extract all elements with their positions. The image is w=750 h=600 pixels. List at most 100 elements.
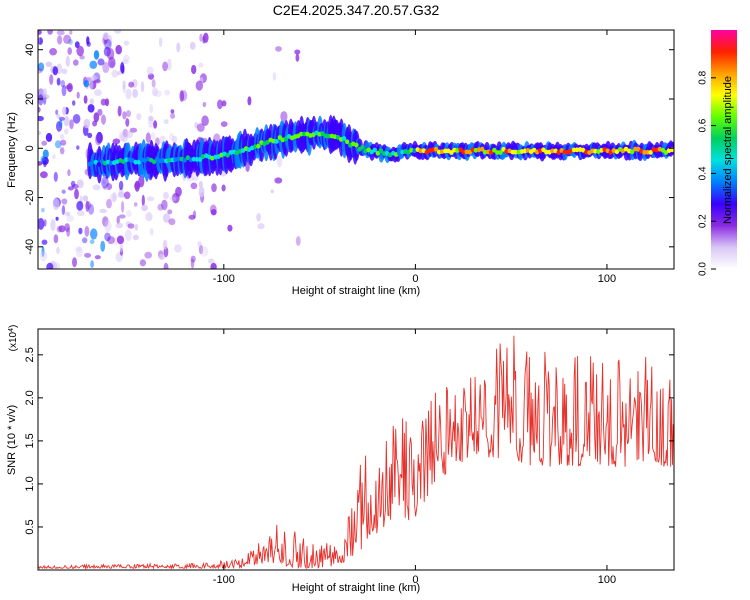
heatmap-ridge-cell (299, 131, 304, 137)
heatmap-speckle (116, 216, 120, 225)
heatmap-speckle (41, 207, 45, 213)
heatmap-speckle (188, 214, 196, 220)
heatmap-speckle (100, 240, 106, 252)
heatmap-speckle (127, 223, 135, 229)
heatmap-speckle (190, 255, 196, 263)
heatmap-speckle (217, 99, 223, 110)
heatmap-speckle (147, 73, 155, 80)
heatmap-speckle (49, 74, 54, 85)
heatmap-speckle (116, 70, 122, 76)
y-tick-label: 2.5 (24, 347, 36, 362)
heatmap-speckle (93, 50, 100, 60)
heatmap-speckle (118, 180, 124, 191)
heatmap-speckle (295, 53, 300, 62)
heatmap-speckle (38, 37, 43, 45)
heatmap-speckle (54, 140, 62, 149)
heatmap-speckle (77, 210, 85, 216)
heatmap-ridge-cell (492, 147, 497, 153)
heatmap-speckle (111, 69, 119, 78)
heatmap-speckle (128, 81, 135, 88)
heatmap-speckle (146, 196, 155, 202)
y-tick-label: 2.0 (24, 390, 36, 405)
heatmap-speckle (38, 115, 44, 122)
heatmap-speckle (280, 111, 288, 122)
heatmap-speckle (38, 88, 45, 99)
heatmap-speckle (190, 258, 195, 269)
heatmap-speckle (45, 61, 53, 67)
heatmap-speckle (125, 118, 130, 127)
heatmap-ridge-cell (360, 144, 365, 150)
heatmap-speckle (87, 132, 93, 138)
y-tick-label: 0.5 (24, 519, 36, 534)
heatmap-ridge-cell (96, 162, 102, 167)
heatmap-speckle (118, 131, 126, 142)
snr-y-multiplier: (x104) (8, 325, 20, 352)
heatmap-ridge-cell (283, 136, 289, 142)
heatmap-speckle (68, 38, 73, 45)
heatmap-speckle (38, 30, 42, 35)
heatmap-speckle (58, 225, 66, 233)
heatmap-ridge-cell (326, 133, 331, 139)
heatmap-speckle (57, 35, 63, 45)
heatmap-speckle (150, 132, 156, 140)
heatmap-speckle (294, 49, 301, 55)
heatmap-speckle (82, 195, 89, 202)
heatmap-speckle (195, 80, 203, 91)
heatmap-speckle (189, 41, 196, 50)
heatmap-speckle (53, 234, 59, 244)
heatmap-speckle (106, 198, 112, 209)
heatmap-speckle (65, 84, 72, 90)
heatmap-speckle (117, 191, 126, 198)
x-tick-label: 0 (412, 273, 418, 285)
heatmap-speckle (148, 115, 154, 122)
heatmap-speckle (55, 216, 59, 221)
heatmap-speckle (88, 203, 95, 215)
heatmap-ridge-cell (345, 139, 350, 145)
heatmap-speckle (41, 140, 48, 146)
snr-series-line (38, 335, 674, 570)
heatmap-speckle (89, 79, 94, 91)
colorbar-tick-label: 0.0 (698, 262, 709, 276)
heatmap-speckle (76, 45, 84, 57)
heatmap-speckle (102, 216, 109, 227)
heatmap-ridge-cell (194, 157, 200, 162)
heatmap-speckle (96, 131, 103, 144)
heatmap-speckle (47, 30, 53, 35)
heatmap-speckle (60, 133, 65, 140)
heatmap-speckle (117, 105, 122, 117)
heatmap-ridge-cell (323, 133, 328, 139)
heatmap-speckle (38, 67, 43, 74)
heatmap-speckle (220, 121, 228, 127)
heatmap-speckle (227, 224, 233, 232)
heatmap-speckle (50, 219, 56, 232)
heatmap-speckle (61, 85, 67, 97)
heatmap-speckle (69, 119, 74, 130)
heatmap-speckle (52, 154, 56, 160)
heatmap-ridge-cell (660, 147, 666, 153)
heatmap-ridge-cell (433, 146, 439, 152)
heatmap-speckle (163, 119, 169, 125)
heatmap-speckle (123, 54, 130, 62)
colorbar-tick-label: 0.2 (698, 214, 709, 228)
heatmap-speckle (198, 181, 203, 189)
heatmap-speckle (295, 236, 301, 246)
heatmap-speckle (116, 235, 125, 245)
snr-x-ticks: -100 0 100 (213, 329, 616, 586)
heatmap-speckle (144, 251, 152, 259)
heatmap-ridge-cell (498, 150, 503, 155)
heatmap-speckle (62, 198, 68, 206)
heatmap-ridge-cell (87, 161, 92, 167)
snr-y-axis-label: SNR (10 * v/v) (6, 405, 18, 475)
heatmap-speckle (100, 98, 107, 106)
heatmap-ridge-cell (151, 159, 157, 165)
heatmap-speckle (106, 48, 115, 60)
heatmap-speckle (38, 106, 41, 113)
heatmap-speckle (124, 229, 132, 242)
heatmap-speckle (149, 103, 154, 114)
heatmap-speckle (134, 223, 139, 232)
heatmap-ridge-cell (182, 157, 187, 163)
heatmap-speckle (70, 180, 76, 187)
heatmap-speckle (133, 202, 138, 207)
heatmap-speckle (41, 246, 45, 257)
heatmap-speckle (102, 32, 109, 40)
